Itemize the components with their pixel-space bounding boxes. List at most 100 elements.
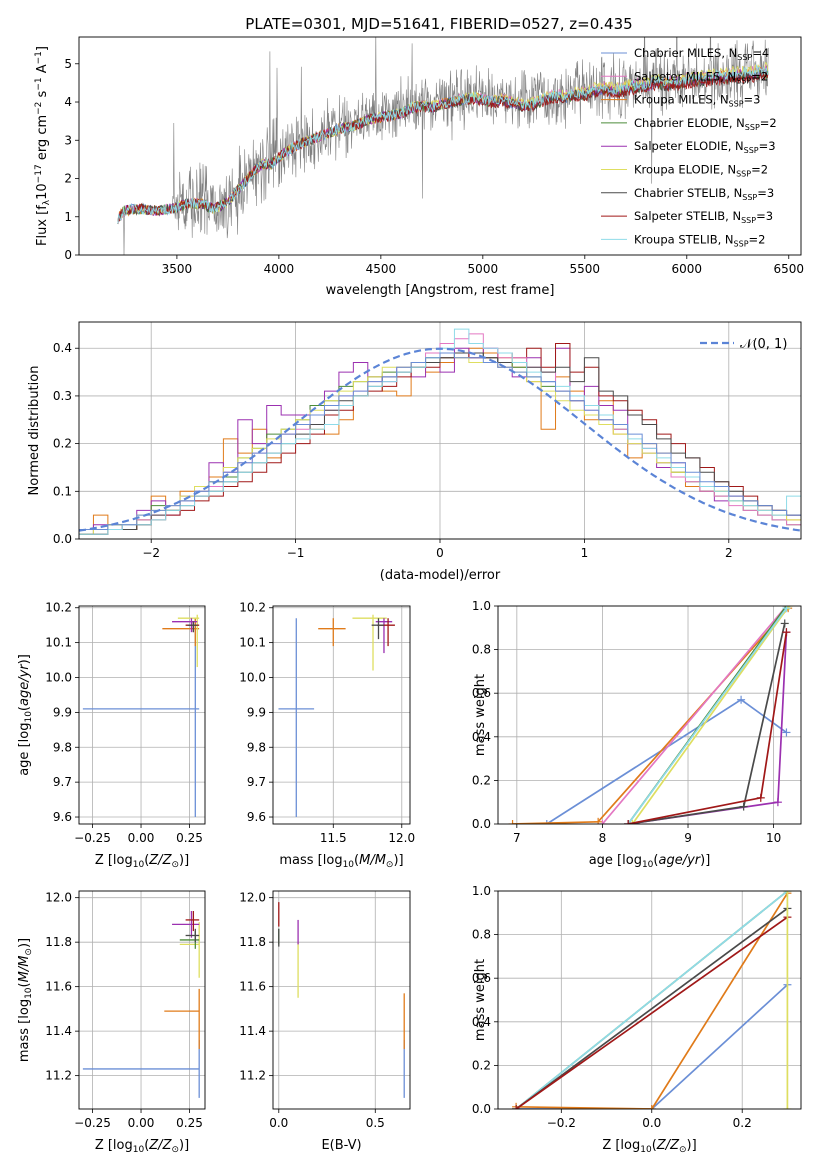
errorbar-area — [278, 614, 395, 818]
legend-label: Kroupa MILES, NSSP=3 — [634, 93, 760, 109]
y-axis-label: Normed distribution — [27, 366, 42, 496]
errorbar-point — [164, 988, 200, 1049]
y-tick-label: 9.7 — [53, 775, 72, 789]
x-tick-label: −1 — [287, 546, 305, 560]
x-tick-label: 11.5 — [320, 831, 347, 845]
y-tick-label: 11.2 — [45, 1069, 72, 1083]
y-tick-label: 10.2 — [239, 601, 266, 615]
legend-label: Chabrier MILES, NSSP=4 — [634, 46, 769, 62]
x-tick-label: −0.2 — [547, 1116, 576, 1130]
residuals-panel: −2 −1 0 1 2 0.0 0.1 0.2 0.3 0.4 𝒩(0, 1) (data-model… — [27, 321, 802, 583]
axes-frame — [272, 605, 411, 825]
x-tick-label: 0.25 — [176, 831, 203, 845]
errorbar-point — [187, 621, 198, 633]
axes-frame — [78, 890, 206, 1110]
y-axis-label: mass weight — [473, 959, 488, 1041]
axes-frame — [497, 605, 802, 825]
y-tick-label: 0.2 — [472, 1058, 491, 1072]
errorbar-point — [82, 1040, 200, 1098]
x-tick-label: 0.2 — [733, 1116, 752, 1130]
x-tick-label: 6500 — [773, 262, 804, 276]
mass-weight-line — [601, 606, 788, 824]
mass-weight-line — [516, 892, 789, 1109]
y-tick-label: 0.2 — [472, 773, 491, 787]
y-tick-label: 10.0 — [239, 671, 266, 685]
errorbar-point — [371, 618, 384, 640]
y-tick-label: 9.9 — [53, 705, 72, 719]
y-tick-label: 2 — [64, 172, 72, 186]
spectrum-plot-area — [117, 37, 769, 255]
mass-weight-line — [627, 632, 788, 824]
y-tick-label: 10.1 — [239, 636, 266, 650]
mass-vs-metallicity-panel: −0.25 0.00 0.25 11.2 11.4 11.6 11.8 12.0 Z [log1… — [17, 890, 206, 1155]
mass-weight-line — [515, 907, 788, 1109]
y-tick-label: 10.2 — [45, 601, 72, 615]
weight-vs-metallicity-panel: −0.2 0.0 0.2 0.0 0.2 0.4 0.6 0.8 1.0 mass weight Z… — [472, 884, 802, 1155]
legend-label: Chabrier STELIB, NSSP=3 — [634, 186, 774, 202]
errorbar-point — [172, 911, 200, 938]
legend-label: Kroupa STELIB, NSSP=2 — [634, 232, 765, 248]
mass-weight-line — [627, 632, 788, 824]
y-tick-label: 0.0 — [472, 817, 491, 831]
mass-vs-extinction-panel: 0.0 0.5 11.2 11.4 11.6 11.8 12.0 E(B-V) — [239, 890, 411, 1153]
x-axis-label: age [log10(age/yr)] — [589, 853, 711, 870]
errorbar-point — [318, 618, 346, 647]
x-tick-label: 8 — [599, 831, 607, 845]
x-tick-label: 0 — [436, 546, 444, 560]
y-tick-label: 9.6 — [247, 810, 266, 824]
errorbar-point — [278, 618, 315, 818]
y-tick-label: 11.6 — [45, 980, 72, 994]
y-axis-label: age [log10(age/yr)] — [17, 654, 34, 776]
y-tick-label: 0.4 — [472, 1015, 491, 1029]
y-axis-label: mass [log10(M/M⊙)] — [17, 938, 34, 1062]
y-tick-label: 0.8 — [472, 643, 491, 657]
x-tick-label: 9 — [684, 831, 692, 845]
x-tick-label: 2 — [725, 546, 733, 560]
x-tick-label: −0.25 — [74, 831, 111, 845]
histogram-step-line — [79, 352, 801, 539]
x-tick-label: 6000 — [672, 262, 703, 276]
x-tick-label: 4500 — [366, 262, 397, 276]
y-tick-label: 0.2 — [53, 437, 72, 451]
y-tick-label: 0 — [64, 248, 72, 262]
x-tick-label: −0.25 — [74, 1116, 111, 1130]
x-tick-label: −2 — [142, 546, 160, 560]
legend-label: Salpeter ELODIE, NSSP=3 — [634, 139, 776, 155]
x-axis-label: Z [log10(Z/Z⊙)] — [602, 1138, 696, 1155]
errorbar-point — [82, 618, 200, 818]
x-tick-label: 4000 — [264, 262, 295, 276]
x-axis-label: Z [log10(Z/Z⊙)] — [95, 1138, 189, 1155]
errorbar-point — [377, 618, 395, 647]
x-tick-label: 0.00 — [128, 831, 155, 845]
y-tick-label: 0.1 — [53, 484, 72, 498]
mass-weight-line — [515, 891, 788, 1109]
x-tick-label: 3500 — [162, 262, 193, 276]
errorbar-point — [185, 928, 200, 943]
y-tick-label: 10.0 — [45, 671, 72, 685]
y-tick-label: 0.0 — [53, 532, 72, 546]
x-axis-label: E(B-V) — [321, 1138, 361, 1153]
mass-weight-line — [515, 916, 788, 1109]
legend-label: Kroupa ELODIE, NSSP=2 — [634, 163, 768, 179]
errorbar-point — [352, 614, 387, 671]
errorbar-area — [82, 911, 200, 1098]
x-axis-label: Z [log10(Z/Z⊙)] — [95, 853, 189, 870]
legend-label: Chabrier ELODIE, NSSP=2 — [634, 116, 777, 132]
y-tick-label: 9.9 — [247, 705, 266, 719]
y-tick-label: 4 — [64, 95, 72, 109]
normal-curve-line — [79, 347, 801, 532]
y-tick-label: 1 — [64, 210, 72, 224]
age-vs-metallicity-panel: −0.25 0.00 0.25 9.6 9.7 9.8 9.9 10.0 10.1 10.2 Z [… — [17, 601, 206, 870]
y-tick-label: 0.4 — [472, 730, 491, 744]
y-tick-label: 12.0 — [45, 891, 72, 905]
y-tick-label: 3 — [64, 133, 72, 147]
axes-frame — [78, 321, 802, 540]
y-tick-label: 0.6 — [472, 971, 491, 985]
y-tick-label: 0.0 — [472, 1102, 491, 1116]
weight-line-area — [508, 606, 794, 824]
y-tick-label: 11.6 — [239, 980, 266, 994]
y-tick-label: 12.0 — [239, 891, 266, 905]
legend-label: Salpeter STELIB, NSSP=3 — [634, 209, 773, 225]
histogram-area — [79, 328, 801, 539]
axes-frame — [272, 890, 411, 1110]
